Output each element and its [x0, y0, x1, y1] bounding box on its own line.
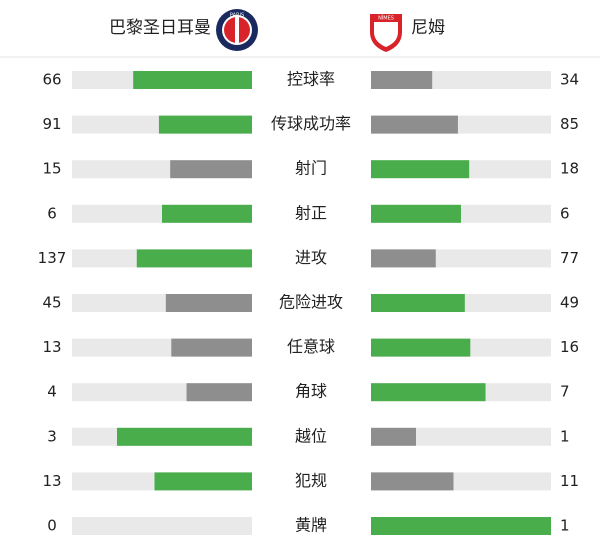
away-value: 1	[560, 517, 570, 535]
home-value: 13	[42, 338, 61, 356]
stat-label: 传球成功率	[271, 114, 351, 133]
home-value: 4	[47, 383, 57, 401]
stat-label: 控球率	[287, 70, 335, 89]
away-team-name: 尼姆	[411, 18, 445, 38]
home-bar	[165, 294, 252, 312]
away-bar	[371, 472, 454, 491]
away-value: 34	[560, 71, 579, 89]
stat-label: 射门	[295, 159, 327, 178]
home-value: 45	[42, 294, 61, 312]
away-bar	[371, 71, 433, 89]
home-track	[72, 517, 252, 535]
away-value: 16	[560, 338, 579, 356]
home-value: 15	[42, 160, 61, 178]
away-value: 85	[560, 115, 579, 133]
home-value: 137	[38, 249, 67, 267]
home-team-name: 巴黎圣日耳曼	[109, 18, 211, 38]
away-bar	[371, 427, 416, 446]
home-bar	[133, 71, 252, 89]
home-logo: PARIS	[216, 9, 258, 51]
home-bar	[170, 160, 252, 179]
away-value: 77	[560, 249, 579, 267]
home-value: 13	[42, 472, 61, 490]
stat-label: 射正	[295, 203, 327, 222]
stat-label: 角球	[295, 382, 327, 401]
away-logo: NÎMES	[370, 14, 402, 52]
home-value: 91	[42, 115, 61, 133]
away-value: 49	[560, 294, 579, 312]
home-bar	[154, 472, 252, 491]
home-bar	[162, 204, 252, 223]
away-value: 6	[560, 204, 570, 222]
stat-label: 越位	[295, 426, 327, 445]
away-value: 18	[560, 160, 579, 178]
home-bar	[117, 427, 252, 446]
away-bar	[371, 338, 471, 357]
stat-label: 进攻	[295, 248, 327, 267]
away-bar	[371, 383, 486, 402]
home-value: 3	[47, 427, 57, 445]
stat-label: 危险进攻	[279, 293, 343, 312]
away-bar	[371, 249, 436, 268]
away-bar	[371, 115, 458, 134]
away-value: 1	[560, 427, 570, 445]
away-value: 7	[560, 383, 570, 401]
away-bar	[371, 294, 465, 312]
stat-label: 犯规	[295, 471, 327, 490]
stat-label: 黄牌	[295, 516, 327, 535]
home-logo-text: PARIS	[230, 13, 244, 19]
home-bar	[171, 338, 252, 357]
away-bar	[371, 517, 551, 535]
home-value: 0	[47, 517, 57, 535]
stat-label: 任意球	[287, 337, 335, 356]
home-value: 66	[42, 71, 61, 89]
away-bar	[371, 204, 461, 223]
home-value: 6	[47, 204, 57, 222]
away-bar	[371, 160, 470, 179]
away-logo-text: NÎMES	[378, 15, 394, 22]
home-bar	[136, 249, 252, 268]
home-bar	[186, 383, 252, 402]
home-bar	[158, 115, 252, 134]
away-value: 11	[560, 472, 579, 490]
